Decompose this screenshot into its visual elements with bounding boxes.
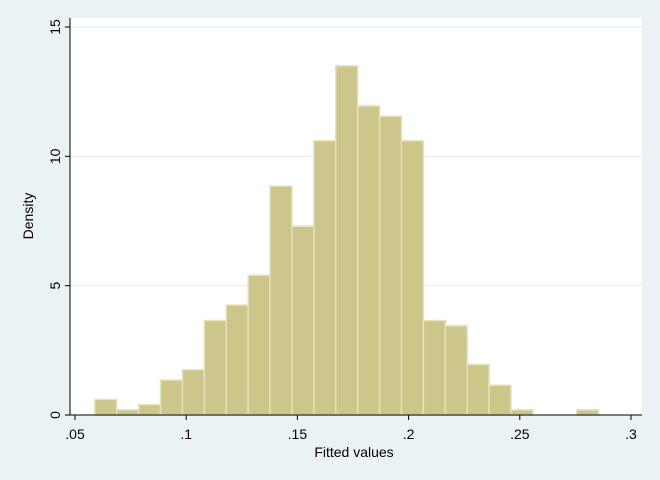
x-tick-label: .2 [403, 426, 415, 442]
histogram-bar [488, 384, 512, 416]
x-tick-label: .25 [510, 426, 530, 442]
histogram-bar [510, 409, 534, 416]
histogram-bars [94, 65, 600, 416]
histogram-bar [247, 274, 271, 416]
y-axis-title: Density [20, 193, 36, 240]
histogram-bar [137, 403, 162, 416]
histogram-bar [378, 115, 403, 416]
histogram-bar [203, 319, 227, 416]
x-tick-label: .05 [65, 426, 85, 442]
histogram-bar [94, 398, 118, 416]
axes [69, 18, 642, 416]
y-tick-label: 10 [47, 148, 63, 164]
histogram-bar [291, 225, 315, 416]
histogram-bar [335, 65, 359, 416]
histogram-bar [466, 363, 490, 416]
x-tick-label: .1 [180, 426, 192, 442]
histogram-bar [159, 379, 184, 416]
histogram-bar [115, 409, 140, 416]
histogram-bar [444, 325, 468, 416]
histogram-bar [269, 185, 293, 416]
x-axis-ticks: .05 .1 .15 .2 .25 .3 [65, 415, 637, 442]
y-tick-label: 5 [47, 282, 63, 290]
histogram-bar [356, 105, 381, 416]
histogram-bar [313, 140, 337, 416]
y-tick-label: 0 [47, 411, 63, 419]
histogram-bar [422, 319, 447, 416]
y-tick-label: 15 [47, 19, 63, 35]
histogram-bar [575, 409, 600, 416]
x-tick-label: .15 [288, 426, 308, 442]
x-tick-label: .3 [625, 426, 637, 442]
y-axis-ticks: 0 5 10 15 [47, 19, 70, 419]
histogram-bar [181, 368, 206, 416]
histogram-bar [400, 140, 425, 416]
histogram-bar [225, 304, 249, 416]
x-axis-title: Fitted values [314, 444, 393, 460]
